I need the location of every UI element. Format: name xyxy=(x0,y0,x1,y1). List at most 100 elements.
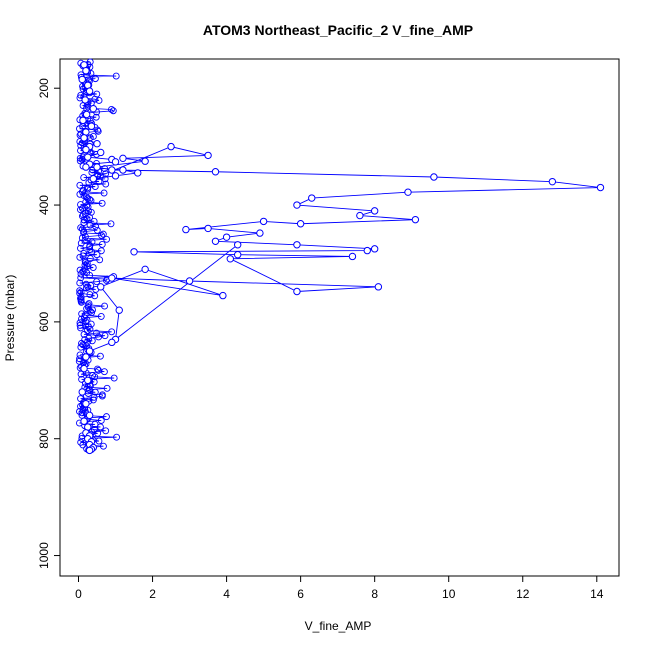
chart-title: ATOM3 Northeast_Pacific_2 V_fine_AMP xyxy=(203,22,473,38)
x-axis: 0 2 4 6 8 10 12 14 xyxy=(75,575,604,601)
data-point xyxy=(101,302,108,310)
data-point xyxy=(91,373,99,381)
data-point xyxy=(82,353,90,361)
data-point xyxy=(108,338,116,347)
data-point xyxy=(167,142,175,151)
data-point xyxy=(596,183,605,192)
data-point xyxy=(76,154,84,162)
data-point xyxy=(93,251,101,259)
data-point xyxy=(80,216,88,224)
data-point xyxy=(107,220,115,228)
data-point xyxy=(348,252,357,261)
data-point xyxy=(363,246,371,255)
data-point xyxy=(88,248,96,256)
data-point xyxy=(85,347,94,355)
data-point xyxy=(82,145,90,154)
data-point xyxy=(113,433,121,441)
data-point xyxy=(430,173,438,181)
data-point xyxy=(94,127,102,135)
data-point xyxy=(233,241,242,249)
data-point xyxy=(76,287,84,295)
data-point xyxy=(370,207,379,215)
data-point xyxy=(77,293,85,301)
data-point xyxy=(103,413,110,421)
data-point xyxy=(108,274,116,282)
data-point xyxy=(93,163,101,171)
data-point xyxy=(93,140,101,148)
data-point xyxy=(103,384,111,392)
data-point xyxy=(85,386,93,394)
data-point xyxy=(95,97,103,104)
data-point xyxy=(111,158,120,166)
data-point xyxy=(100,368,108,376)
data-point xyxy=(82,66,90,75)
data-point xyxy=(98,392,106,400)
data-point xyxy=(97,283,105,291)
data-point xyxy=(81,233,89,241)
x-tick-label: 14 xyxy=(590,587,604,601)
data-point xyxy=(95,437,103,445)
data-point xyxy=(211,168,220,176)
data-point xyxy=(109,107,117,115)
data-point xyxy=(99,442,107,450)
x-tick-label: 8 xyxy=(371,587,378,601)
data-point xyxy=(89,396,97,404)
data-point xyxy=(85,87,94,95)
data-point xyxy=(87,122,96,130)
data-point xyxy=(94,429,102,437)
data-point xyxy=(119,154,127,163)
data-point xyxy=(211,237,220,245)
data-point xyxy=(77,270,85,278)
data-point xyxy=(80,229,87,237)
data-point xyxy=(78,75,86,84)
data-point xyxy=(76,279,84,287)
data-point xyxy=(77,274,85,282)
y-axis: 200 400 600 800 1000 xyxy=(37,78,61,569)
data-point xyxy=(77,244,84,252)
data-point xyxy=(93,226,101,234)
x-axis-label: V_fine_AMP xyxy=(305,619,372,633)
data-point xyxy=(219,291,227,300)
data-point xyxy=(89,104,98,113)
data-point xyxy=(76,125,83,133)
data-point xyxy=(79,211,87,219)
data-point xyxy=(77,206,84,214)
data-point xyxy=(548,177,557,186)
data-point xyxy=(95,333,102,341)
data-point xyxy=(96,423,104,431)
data-point xyxy=(76,157,84,165)
data-point xyxy=(112,72,120,80)
data-point xyxy=(82,258,89,266)
data-point xyxy=(204,224,212,233)
data-point xyxy=(91,183,99,191)
data-point xyxy=(370,245,379,253)
data-point xyxy=(110,374,118,382)
data-point xyxy=(119,166,127,174)
data-point xyxy=(404,188,412,196)
data-point xyxy=(85,446,94,455)
data-point xyxy=(111,172,120,180)
y-tick-label: 400 xyxy=(37,195,51,215)
x-tick-label: 0 xyxy=(75,587,82,601)
data-point xyxy=(108,106,115,113)
data-point xyxy=(77,343,85,351)
data-point xyxy=(76,321,84,329)
data-point xyxy=(78,409,86,417)
data-point xyxy=(76,190,84,198)
data-point xyxy=(98,240,106,248)
x-tick-label: 4 xyxy=(223,587,230,601)
data-point xyxy=(76,319,84,327)
data-point xyxy=(89,264,97,272)
data-point xyxy=(100,189,108,197)
data-point xyxy=(77,239,85,247)
data-point xyxy=(296,220,305,228)
data-point xyxy=(134,169,142,177)
y-axis-label: Pressure (mbar) xyxy=(3,275,17,362)
y-tick-label: 800 xyxy=(37,428,51,448)
data-point xyxy=(96,352,104,360)
data-point xyxy=(79,441,87,449)
data-point xyxy=(293,201,301,209)
data-point xyxy=(356,211,364,220)
data-point xyxy=(83,316,91,324)
